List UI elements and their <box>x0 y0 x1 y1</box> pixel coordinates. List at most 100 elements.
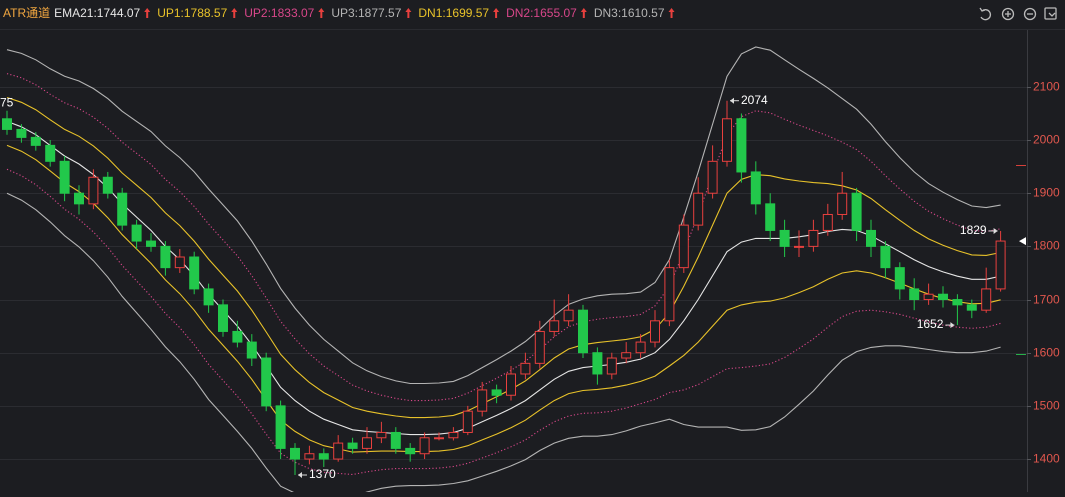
annotation-label: 1829 <box>960 223 987 237</box>
band-line <box>6 73 1001 402</box>
candle-body <box>362 437 372 449</box>
annotation-label: 1370 <box>309 467 336 481</box>
candle-body <box>880 245 891 269</box>
candle-body <box>707 160 718 194</box>
candle-body <box>419 437 430 455</box>
annotation-arrowhead <box>298 471 302 478</box>
candle-body <box>45 144 56 162</box>
zoom-out-icon[interactable] <box>1023 7 1037 21</box>
zoom-in-plus <box>1005 11 1011 17</box>
indicator-title: ATR通道 <box>3 6 50 20</box>
band-line <box>6 144 1001 453</box>
candle-body <box>938 293 948 301</box>
settings-check <box>1048 12 1056 17</box>
zoom-in-icon[interactable] <box>1001 7 1015 21</box>
candle-body <box>606 357 617 375</box>
legend-entry: DN3:1610.57 <box>594 6 665 20</box>
candle-body <box>304 453 315 460</box>
candle-body <box>2 118 12 130</box>
candle-body <box>952 299 963 306</box>
candle-body <box>146 240 156 247</box>
candle-body <box>664 267 675 322</box>
y-tick-label: 2000 <box>1033 133 1060 147</box>
legend-entry: DN1:1699.57 <box>418 6 489 20</box>
candle-body <box>189 256 200 290</box>
band-line <box>6 168 1001 476</box>
band-line <box>6 46 1001 385</box>
candle-body <box>779 229 790 247</box>
y-tick-label: 1700 <box>1033 293 1060 307</box>
candle-body <box>232 330 243 343</box>
candle-body <box>923 293 934 301</box>
candle-body <box>333 442 344 460</box>
bands <box>6 46 1001 492</box>
candle-body <box>995 240 1006 290</box>
legend-arrow-icon <box>580 8 587 18</box>
candle-body <box>477 389 488 412</box>
candle-body <box>275 405 286 449</box>
last-price-marker <box>1019 237 1026 246</box>
candle-body <box>74 192 84 205</box>
candle-body <box>534 330 545 364</box>
candle-body <box>390 431 401 449</box>
candle-body <box>376 431 387 439</box>
candle-body <box>434 437 444 440</box>
candle-body <box>822 213 833 231</box>
candle-body <box>635 341 646 354</box>
legend: ATR通道 EMA21:1744.07 UP1:1788.57 UP2:1833.0… <box>3 6 675 20</box>
legend-entry: UP1:1788.57 <box>157 6 227 20</box>
annotation-label: 2074 <box>741 93 768 107</box>
legend-arrow-icon <box>144 8 151 18</box>
candle-body <box>722 118 732 162</box>
candle-body <box>491 389 502 396</box>
undo-icon[interactable] <box>979 7 991 21</box>
candle-body <box>318 453 329 460</box>
legend-arrow-icon <box>405 8 412 18</box>
y-tick-label: 1600 <box>1033 346 1060 360</box>
candle-body <box>808 229 819 247</box>
legend-arrow-icon <box>668 8 675 18</box>
candle-body <box>117 192 128 226</box>
candle-body <box>174 256 185 269</box>
candle-body <box>261 357 272 407</box>
toolbar[interactable] <box>979 7 1057 21</box>
band-line <box>6 96 1001 419</box>
candle-body <box>592 352 603 375</box>
candle-body <box>246 341 257 359</box>
candle-body <box>290 447 300 460</box>
candle-body <box>160 245 171 269</box>
candles <box>2 100 1006 475</box>
candle-body <box>16 128 27 138</box>
candle-body <box>966 304 977 311</box>
candle-body <box>981 288 992 311</box>
y-tick-label: 2100 <box>1033 80 1060 94</box>
legend-arrow-icon <box>493 8 500 18</box>
candle-body <box>750 171 761 205</box>
candle-body <box>678 224 689 269</box>
candle-body <box>30 136 41 146</box>
annotations: 2074 1829 1652 1370 75 <box>0 93 1026 481</box>
candle-body <box>520 362 531 375</box>
candle-body <box>347 442 358 449</box>
y-tick-label: 1500 <box>1033 399 1060 413</box>
settings-icon[interactable] <box>1044 7 1057 20</box>
annotation-label: 1652 <box>917 317 944 331</box>
legend-arrow-icon <box>231 8 238 18</box>
candle-body <box>765 203 776 231</box>
candle-body <box>621 352 632 359</box>
y-tick-label: 1400 <box>1033 452 1060 466</box>
legend-entry: UP3:1877.57 <box>331 6 401 20</box>
candle-body <box>405 447 416 455</box>
candle-body <box>650 320 660 343</box>
candle-body <box>218 304 228 332</box>
candle-body <box>549 320 560 332</box>
candle-body <box>736 118 747 173</box>
candle-body <box>102 176 113 194</box>
candle-body <box>837 192 848 215</box>
band-line <box>6 192 1001 492</box>
band-line <box>6 120 1001 436</box>
legend-entry: DN2:1655.07 <box>506 6 577 20</box>
annotation-arrowhead <box>950 322 955 329</box>
